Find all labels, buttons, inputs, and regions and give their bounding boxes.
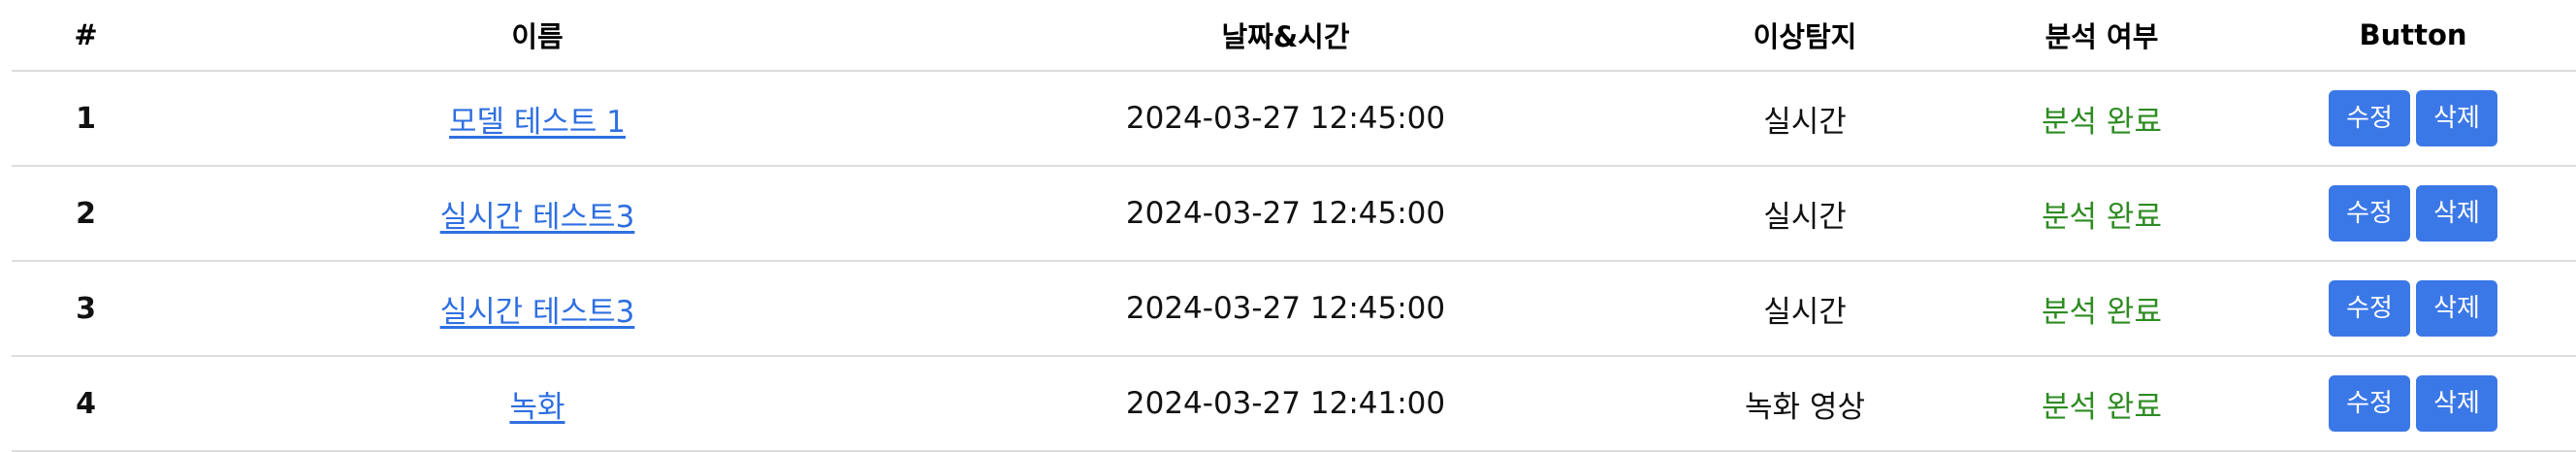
delete-button[interactable]: 삭제: [2416, 280, 2497, 337]
row-name-cell: 모델 테스트 1: [160, 71, 915, 167]
row-buttons-cell: 수정 삭제: [2250, 356, 2576, 452]
edit-button[interactable]: 수정: [2329, 375, 2410, 432]
header-name: 이름: [160, 0, 915, 72]
row-button-group: 수정 삭제: [2329, 375, 2497, 432]
row-name-link[interactable]: 실시간 테스트3: [439, 199, 635, 235]
row-status: 분석 완료: [1953, 71, 2250, 167]
header-analysis-status: 분석 여부: [1953, 0, 2250, 72]
row-name-link[interactable]: 녹화: [509, 389, 565, 425]
results-table: # 이름 날짜&시간 이상탐지 분석 여부 Button 1 모델 테스트 1 …: [12, 0, 2576, 452]
header-button: Button: [2250, 0, 2576, 72]
delete-button[interactable]: 삭제: [2416, 90, 2497, 146]
row-buttons-cell: 수정 삭제: [2250, 261, 2576, 357]
row-detection: 실시간: [1657, 261, 1953, 357]
row-name-link[interactable]: 모델 테스트 1: [448, 104, 627, 140]
row-button-group: 수정 삭제: [2329, 280, 2497, 337]
row-name-cell: 녹화: [160, 356, 915, 452]
header-detection: 이상탐지: [1657, 0, 1953, 72]
row-detection: 실시간: [1657, 166, 1953, 262]
row-button-group: 수정 삭제: [2329, 185, 2497, 242]
row-number: 3: [12, 261, 160, 357]
table-header: # 이름 날짜&시간 이상탐지 분석 여부 Button: [12, 0, 2576, 72]
table-row: 3 실시간 테스트3 2024-03-27 12:45:00 실시간 분석 완료…: [12, 261, 2576, 357]
row-name-link[interactable]: 실시간 테스트3: [439, 294, 635, 330]
header-number: #: [12, 0, 160, 72]
row-number: 1: [12, 71, 160, 167]
edit-button[interactable]: 수정: [2329, 280, 2410, 337]
row-buttons-cell: 수정 삭제: [2250, 71, 2576, 167]
row-detection: 녹화 영상: [1657, 356, 1953, 452]
table-row: 1 모델 테스트 1 2024-03-27 12:45:00 실시간 분석 완료…: [12, 71, 2576, 167]
edit-button[interactable]: 수정: [2329, 185, 2410, 242]
row-name-cell: 실시간 테스트3: [160, 261, 915, 357]
row-number: 2: [12, 166, 160, 262]
table-row: 4 녹화 2024-03-27 12:41:00 녹화 영상 분석 완료 수정 …: [12, 356, 2576, 452]
row-name-cell: 실시간 테스트3: [160, 166, 915, 262]
table-row: 2 실시간 테스트3 2024-03-27 12:45:00 실시간 분석 완료…: [12, 166, 2576, 262]
header-datetime: 날짜&시간: [915, 0, 1657, 72]
row-status: 분석 완료: [1953, 261, 2250, 357]
row-buttons-cell: 수정 삭제: [2250, 166, 2576, 262]
row-datetime: 2024-03-27 12:45:00: [915, 166, 1657, 262]
row-datetime: 2024-03-27 12:41:00: [915, 356, 1657, 452]
results-table-container: # 이름 날짜&시간 이상탐지 분석 여부 Button 1 모델 테스트 1 …: [12, 0, 2576, 452]
row-datetime: 2024-03-27 12:45:00: [915, 71, 1657, 167]
delete-button[interactable]: 삭제: [2416, 375, 2497, 432]
row-detection: 실시간: [1657, 71, 1953, 167]
header-row: # 이름 날짜&시간 이상탐지 분석 여부 Button: [12, 0, 2576, 72]
row-status: 분석 완료: [1953, 166, 2250, 262]
row-number: 4: [12, 356, 160, 452]
row-button-group: 수정 삭제: [2329, 90, 2497, 146]
delete-button[interactable]: 삭제: [2416, 185, 2497, 242]
row-status: 분석 완료: [1953, 356, 2250, 452]
row-datetime: 2024-03-27 12:45:00: [915, 261, 1657, 357]
table-body: 1 모델 테스트 1 2024-03-27 12:45:00 실시간 분석 완료…: [12, 71, 2576, 452]
edit-button[interactable]: 수정: [2329, 90, 2410, 146]
